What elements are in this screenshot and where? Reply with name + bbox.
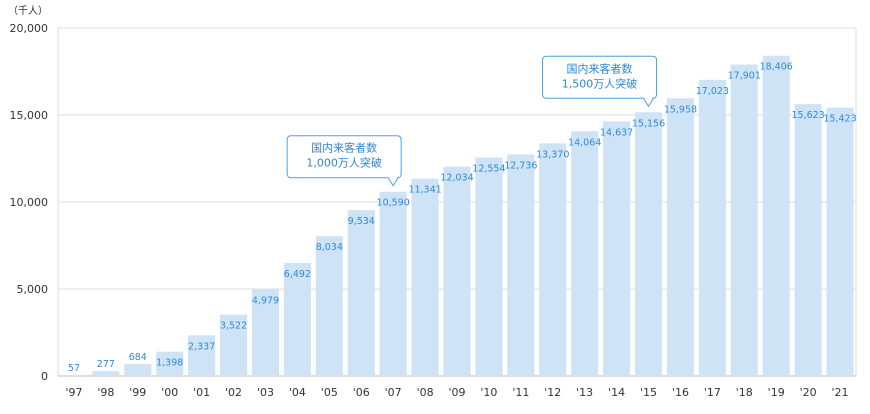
- x-tick-label: '14: [608, 386, 625, 399]
- y-tick-label: 5,000: [17, 283, 49, 296]
- bar: [571, 131, 599, 376]
- bar: [507, 154, 535, 376]
- x-tick-label: '08: [417, 386, 434, 399]
- bar-value-label: 684: [129, 352, 147, 363]
- bar-value-label: 17,023: [696, 86, 729, 97]
- bar: [634, 112, 663, 377]
- x-tick-label: '16: [672, 386, 689, 399]
- bar-value-label: 12,736: [504, 160, 537, 171]
- x-tick-label: '06: [353, 386, 370, 399]
- x-tick-label: '15: [640, 386, 657, 399]
- x-tick-label: '21: [832, 386, 849, 399]
- bar: [347, 210, 375, 376]
- annotation-callout: [542, 55, 658, 108]
- bar: [92, 371, 120, 376]
- bar-value-label: 12,554: [472, 164, 505, 175]
- bar: [762, 55, 790, 377]
- bar: [794, 104, 822, 377]
- bar: [666, 98, 695, 376]
- x-tick-label: '19: [768, 386, 785, 399]
- bar-value-label: 2,337: [188, 341, 215, 352]
- y-axis-unit-label: （千人）: [8, 6, 48, 17]
- bar: [539, 143, 567, 376]
- y-tick-label: 15,000: [10, 109, 49, 122]
- annotation-text: 1,000万人突破: [306, 156, 382, 170]
- bar: [283, 263, 311, 376]
- bar: [219, 314, 248, 376]
- bar: [60, 375, 88, 376]
- bar: [698, 79, 726, 376]
- x-tick-label: '18: [736, 386, 753, 399]
- bar: [826, 107, 854, 376]
- x-tick-label: '02: [225, 386, 242, 399]
- x-tick-label: '11: [512, 386, 529, 399]
- bar: [411, 178, 439, 376]
- bar-value-label: 15,423: [823, 114, 856, 125]
- bar-value-label: 6,492: [284, 269, 311, 280]
- y-tick-label: 20,000: [10, 22, 49, 35]
- bar-value-label: 277: [97, 359, 115, 370]
- bar: [124, 364, 152, 376]
- x-tick-label: '97: [65, 386, 82, 399]
- x-tick-label: '05: [321, 386, 338, 399]
- annotation-callout: [286, 135, 402, 187]
- bar-value-label: 15,958: [664, 104, 697, 115]
- bar-value-label: 57: [68, 363, 80, 374]
- bar-value-label: 14,637: [600, 127, 633, 138]
- x-tick-label: '09: [448, 386, 465, 399]
- x-tick-label: '13: [576, 386, 593, 399]
- x-tick-label: '98: [97, 386, 114, 399]
- x-tick-label: '10: [480, 386, 497, 399]
- x-tick-label: '00: [161, 386, 178, 399]
- bar: [443, 166, 471, 376]
- bar: [475, 157, 503, 376]
- x-tick-label: '20: [800, 386, 817, 399]
- bar: [188, 335, 216, 376]
- bar-value-label: 14,064: [568, 137, 601, 148]
- bar-value-label: 12,034: [440, 173, 473, 184]
- bar: [315, 236, 343, 376]
- bar-value-label: 10,590: [377, 198, 410, 209]
- bar-value-label: 15,156: [632, 118, 665, 129]
- y-tick-label: 0: [41, 370, 48, 383]
- bar-value-label: 15,623: [791, 110, 824, 121]
- x-tick-label: '01: [193, 386, 210, 399]
- annotation-text: 国内来客者数: [311, 141, 377, 155]
- bar: [730, 64, 758, 377]
- annotation-text: 1,500万人突破: [562, 76, 638, 90]
- bar-value-label: 11,341: [408, 185, 441, 196]
- bar-value-label: 1,398: [156, 358, 183, 369]
- x-tick-label: '07: [385, 386, 402, 399]
- bar-value-label: 3,522: [220, 321, 247, 332]
- bar-value-label: 9,534: [348, 216, 375, 227]
- bar-value-label: 17,901: [728, 71, 761, 82]
- bar-value-label: 4,979: [252, 295, 279, 306]
- x-tick-label: '04: [289, 386, 306, 399]
- bar: [603, 121, 631, 377]
- bar-value-label: 13,370: [536, 149, 569, 160]
- bar-value-label: 18,406: [760, 62, 793, 73]
- x-tick-label: '03: [257, 386, 274, 399]
- x-tick-label: '99: [129, 386, 146, 399]
- y-tick-label: 10,000: [10, 196, 49, 209]
- x-tick-label: '17: [704, 386, 721, 399]
- bar: [379, 191, 407, 376]
- bar-value-label: 8,034: [316, 242, 343, 253]
- x-tick-label: '12: [544, 386, 561, 399]
- bar: [251, 289, 280, 376]
- annotation-text: 国内来客者数: [567, 61, 633, 75]
- bar: [156, 351, 184, 376]
